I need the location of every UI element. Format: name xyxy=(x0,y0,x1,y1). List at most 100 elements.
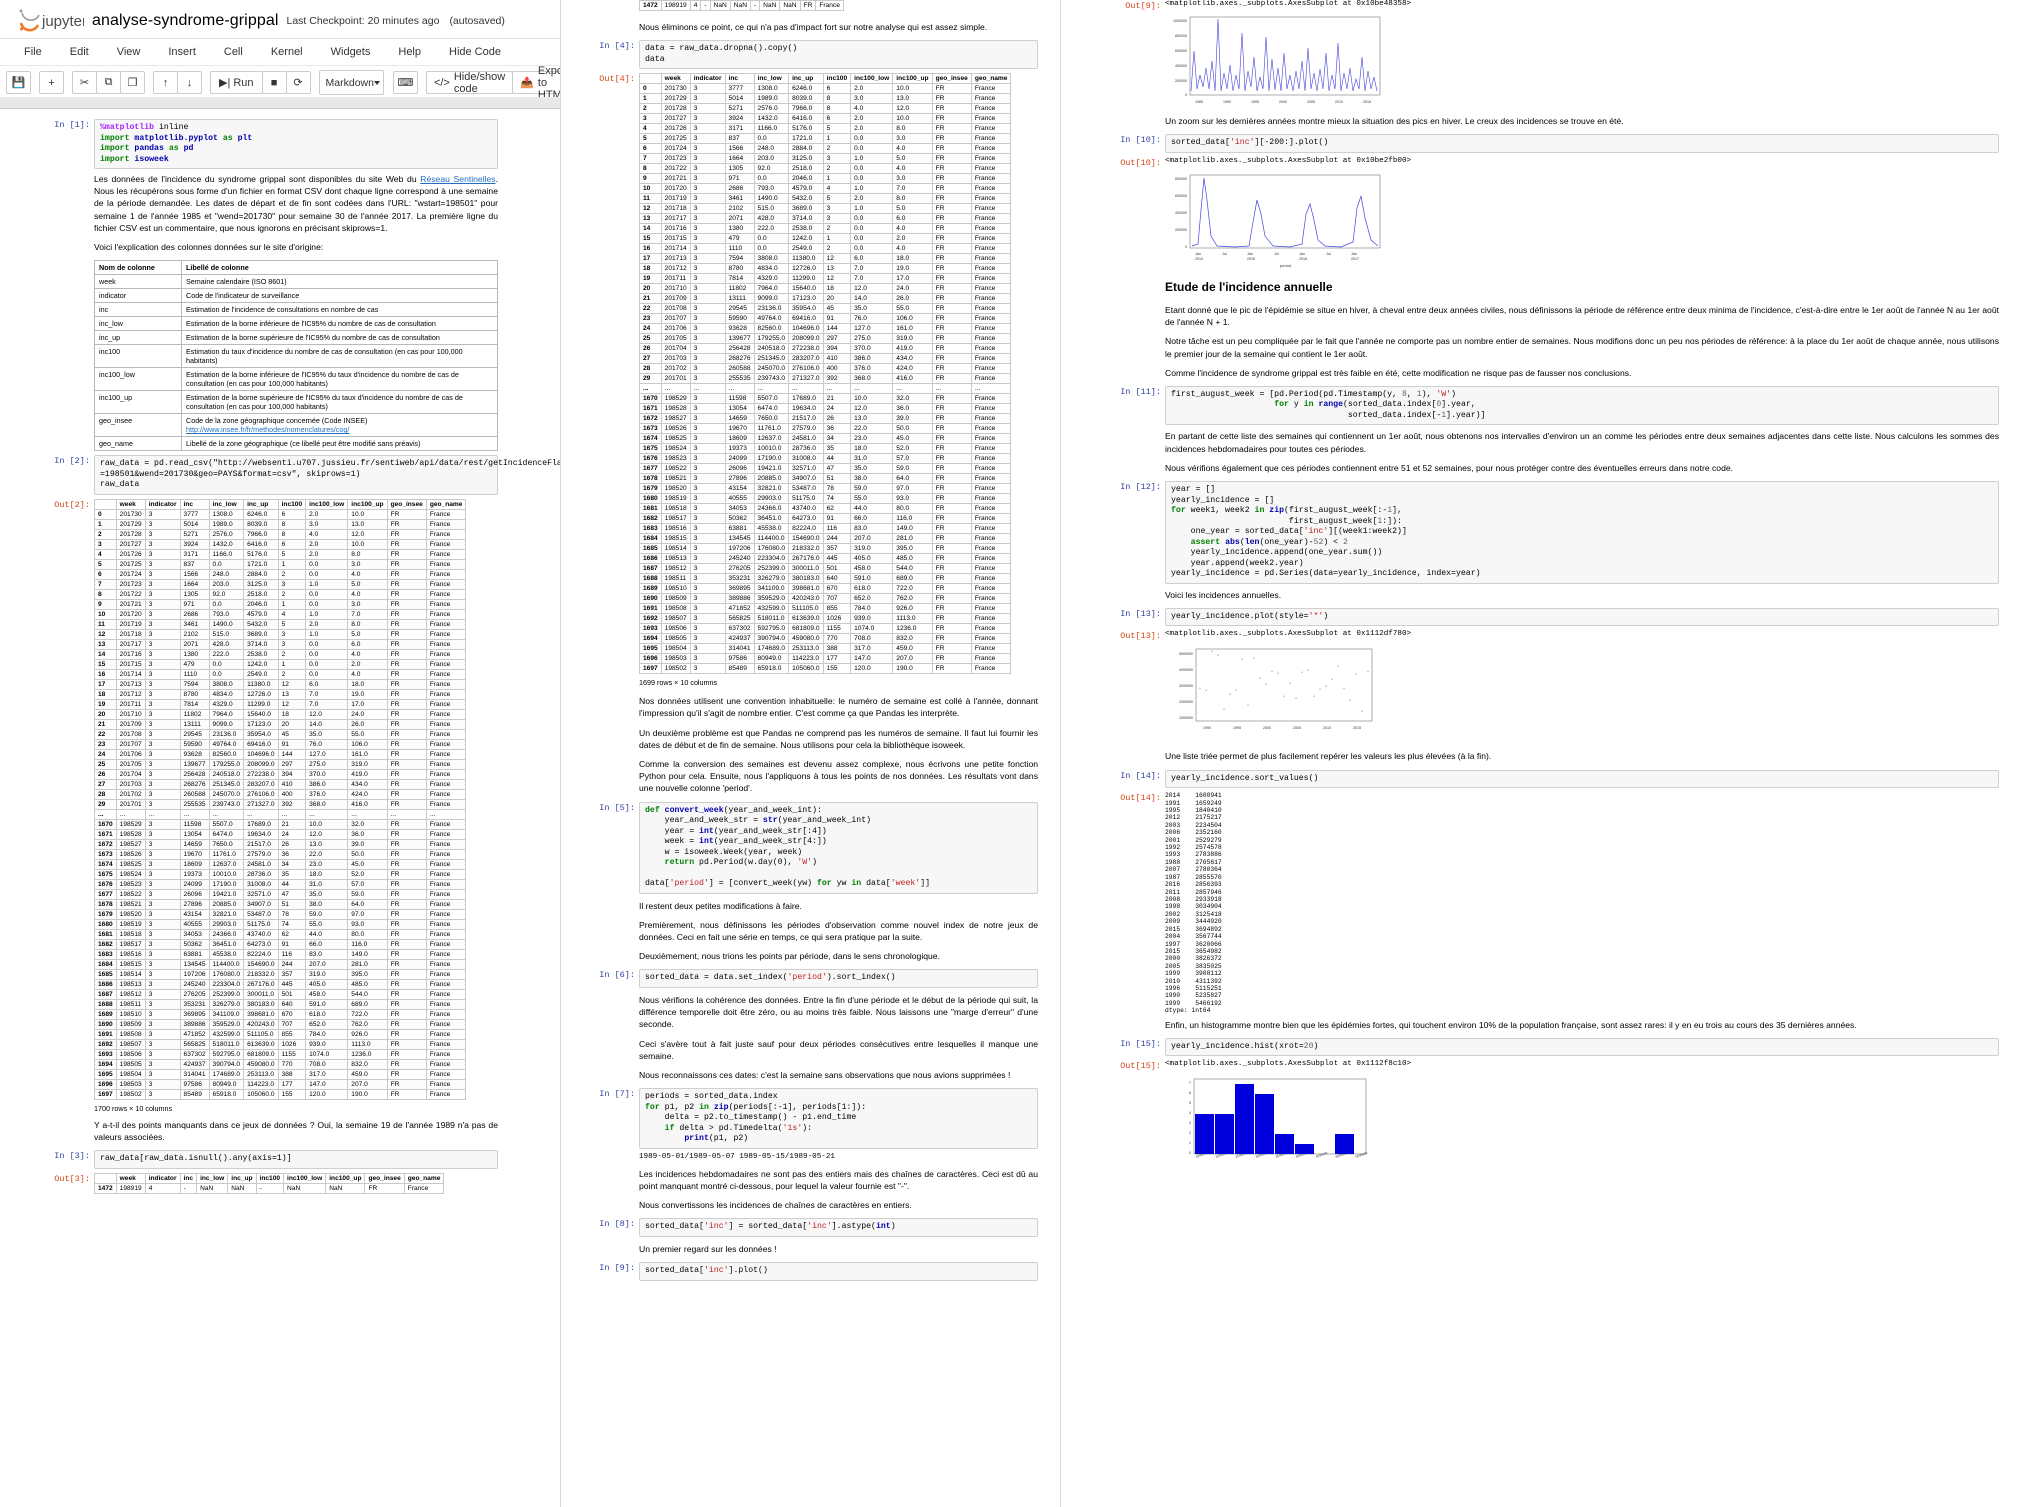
notebook-name[interactable]: analyse-syndrome-grippal xyxy=(92,12,279,29)
markdown-cell-coherence[interactable]: Nous vérifions la cohérence des données.… xyxy=(583,994,1038,1081)
markdown-cell-week-convention[interactable]: Nos données utilisent une convention inh… xyxy=(583,695,1038,794)
menu-view[interactable]: View xyxy=(116,46,141,58)
menu-file[interactable]: File xyxy=(24,46,42,58)
move-cell-up-button[interactable]: ↑ xyxy=(153,71,178,94)
dataframe-cell: 5 xyxy=(822,193,852,205)
code-cell-15[interactable]: In [15]: yearly_incidence.hist(xrot=20) xyxy=(1109,1037,1999,1057)
markdown-cell-zoom[interactable]: Un zoom sur les dernières années montre … xyxy=(1109,115,1999,127)
svg-text:0: 0 xyxy=(1189,1151,1191,1155)
code-cell-10[interactable]: In [10]: sorted_data['inc'][-200:].plot(… xyxy=(1109,134,1999,153)
dataframe-cell: 7650.0 xyxy=(208,838,245,850)
code-cell-7[interactable]: In [7]: periods = sorted_data.index for … xyxy=(583,1088,1038,1149)
dataframe-cell: 201726 xyxy=(115,548,146,560)
restart-kernel-button[interactable]: ⟳ xyxy=(285,71,311,94)
interrupt-kernel-button[interactable]: ■ xyxy=(261,71,287,94)
run-cell-button[interactable]: ▶| Run xyxy=(210,71,263,94)
code-input-9[interactable]: sorted_data['inc'].plot() xyxy=(639,1262,1038,1281)
menu-kernel[interactable]: Kernel xyxy=(270,46,303,58)
dataframe-cell: 10.0 xyxy=(305,818,349,830)
code-cell-6[interactable]: In [6]: sorted_data = data.set_index('pe… xyxy=(583,969,1038,988)
dataframe-cell: 3 xyxy=(689,443,726,455)
code-input-10[interactable]: sorted_data['inc'][-200:].plot() xyxy=(1165,134,1999,153)
code-cell-8[interactable]: In [8]: sorted_data['inc'] = sorted_data… xyxy=(583,1218,1038,1237)
dataframe-cell: 2071 xyxy=(724,213,755,225)
markdown-cell-annual-heading[interactable]: Etude de l'incidence annuelle Etant donn… xyxy=(1109,279,1999,379)
code-cell-5[interactable]: In [5]: def convert_week(year_and_week_i… xyxy=(583,801,1038,894)
dataframe-cell: 198523 xyxy=(115,878,146,890)
copy-cell-button[interactable]: ⧉ xyxy=(96,71,121,94)
jupyter-logo-icon[interactable]: jupyter xyxy=(18,8,84,34)
markdown-cell-modifs[interactable]: Il restent deux petites modifications à … xyxy=(583,900,1038,963)
markdown-cell-first-look[interactable]: Un premier regard sur les données ! xyxy=(583,1243,1038,1255)
markdown-cell-desc-table[interactable]: Nom de colonne Libellé de colonne week Se… xyxy=(38,260,498,452)
dataframe-cell: 13111 xyxy=(179,718,210,730)
dataframe-cell: France xyxy=(970,583,1012,595)
markdown-cell-missing[interactable]: Y a-t-il des points manquants dans ce je… xyxy=(38,1119,498,1143)
table-row: 1686 198513 3 245240 223304.0 267176.0 445 405.… xyxy=(94,978,467,990)
code-cell-4[interactable]: In [4]: data = raw_data.dropna().copy() … xyxy=(583,40,1038,70)
code-input-13[interactable]: yearly_incidence.plot(style='*') xyxy=(1165,607,1999,627)
dataframe-index-cell: 1694 xyxy=(639,633,662,645)
code-cell-9[interactable]: In [9]: sorted_data['inc'].plot() xyxy=(583,1262,1038,1281)
menu-cell[interactable]: Cell xyxy=(223,46,243,58)
code-input-12[interactable]: year = [] yearly_incidence = [] for week… xyxy=(1165,481,1999,584)
code-input-8[interactable]: sorted_data['inc'] = sorted_data['inc'].… xyxy=(639,1218,1038,1237)
dataframe-cell: 0.0 xyxy=(850,173,894,185)
code-cell-14[interactable]: In [14]: yearly_incidence.sort_values() xyxy=(1109,769,1999,789)
dataframe-index-cell: 8 xyxy=(639,163,662,175)
markdown-cell-cast[interactable]: Les incidences hebdomadaires ne sont pas… xyxy=(583,1168,1038,1212)
code-input-11[interactable]: first_august_week = [pd.Period(pd.Timest… xyxy=(1165,385,1999,426)
menu-bar: File Edit View Insert Cell Kernel Widget… xyxy=(0,39,560,66)
code-input-5[interactable]: def convert_week(year_and_week_int): yea… xyxy=(639,801,1038,894)
code-cell-1[interactable]: In [1]: %matplotlib inline import matplo… xyxy=(38,119,498,169)
dataframe-cell: 405.0 xyxy=(305,978,349,990)
dataframe-cell: 253113.0 xyxy=(243,1068,279,1080)
dataframe-cell: FR xyxy=(931,323,972,335)
cell-type-select[interactable]: Markdown xyxy=(318,70,384,95)
code-input-2[interactable]: raw_data = pd.read_csv("http://websenti.… xyxy=(94,455,660,495)
markdown-cell-sorted[interactable]: Une liste triée permet de plus facilemen… xyxy=(1109,750,1999,762)
menu-hide-code[interactable]: Hide Code xyxy=(449,46,501,58)
dataframe-cell: 116.0 xyxy=(347,938,388,950)
markdown-cell-intervals[interactable]: En partant de cette liste des semaines q… xyxy=(1109,430,1999,474)
cut-cell-button[interactable]: ✂ xyxy=(72,71,97,94)
markdown-cell-hist[interactable]: Enfin, un histogramme montre bien que le… xyxy=(1109,1019,1999,1031)
code-cell-13[interactable]: In [13]: yearly_incidence.plot(style='*'… xyxy=(1109,607,1999,627)
menu-edit[interactable]: Edit xyxy=(69,46,89,58)
dataframe-cell: 3 xyxy=(689,463,726,475)
menu-help[interactable]: Help xyxy=(398,46,421,58)
code-input-6[interactable]: sorted_data = data.set_index('period').s… xyxy=(639,969,1038,988)
dataframe-cell: FR xyxy=(931,343,972,355)
move-cell-down-button[interactable]: ↓ xyxy=(177,71,202,94)
dataframe-cell: 3.0 xyxy=(892,133,933,145)
dataframe-cell: 368.0 xyxy=(850,373,894,385)
hide-show-code-button[interactable]: </> Hide/show code xyxy=(425,71,514,95)
code-input-7[interactable]: periods = sorted_data.index for p1, p2 i… xyxy=(639,1088,1038,1149)
code-input-15[interactable]: yearly_incidence.hist(xrot=20) xyxy=(1165,1037,1999,1057)
toolbar-group-move: ↑ ↓ xyxy=(153,71,202,94)
code-input-14[interactable]: yearly_incidence.sort_values() xyxy=(1165,769,1999,789)
code-input-1[interactable]: %matplotlib inline import matplotlib.pyp… xyxy=(94,119,498,169)
code-cell-2[interactable]: In [2]: raw_data = pd.read_csv("http://w… xyxy=(38,455,660,495)
save-button[interactable]: 💾 xyxy=(6,71,31,94)
code-input-4[interactable]: data = raw_data.dropna().copy() data xyxy=(639,40,1038,70)
paste-cell-button[interactable]: ❐ xyxy=(120,71,145,94)
menu-widgets[interactable]: Widgets xyxy=(330,46,371,58)
dataframe-cell: 518011.0 xyxy=(753,613,790,625)
table-row: 1673 198526 3 19670 11761.0 27579.0 36 22.0 50.0… xyxy=(639,423,1012,435)
code-cell-11[interactable]: In [11]: first_august_week = [pd.Period(… xyxy=(1109,385,1999,426)
command-palette-button[interactable]: ⌨ xyxy=(392,71,418,94)
markdown-cell-drop[interactable]: Nous éliminons ce point, ce qui n'a pas … xyxy=(583,21,1038,33)
code-cell-3[interactable]: In [3]: raw_data[raw_data.isnull().any(a… xyxy=(38,1150,498,1169)
menu-insert[interactable]: Insert xyxy=(168,46,196,58)
markdown-cell-intro[interactable]: Les données de l'incidence du syndrome g… xyxy=(38,173,498,253)
dataframe-cell: 203.0 xyxy=(208,578,245,590)
code-input-3[interactable]: raw_data[raw_data.isnull().any(axis=1)] xyxy=(94,1150,498,1169)
insee-link[interactable]: http://www.insee.fr/fr/methodes/nomencla… xyxy=(186,425,350,435)
dataframe-cell: 394 xyxy=(277,768,307,780)
table-row: 1 201729 3 5014 1989.0 8039.0 8 3.0 13.0 FR France xyxy=(639,93,1012,105)
insert-cell-button[interactable]: + xyxy=(39,71,64,94)
code-cell-12[interactable]: In [12]: year = [] yearly_incidence = []… xyxy=(1109,481,1999,584)
reseau-sentinelles-link[interactable]: Réseau Sentinelles xyxy=(420,174,496,184)
markdown-cell-voici[interactable]: Voici les incidences annuelles. xyxy=(1109,589,1999,601)
